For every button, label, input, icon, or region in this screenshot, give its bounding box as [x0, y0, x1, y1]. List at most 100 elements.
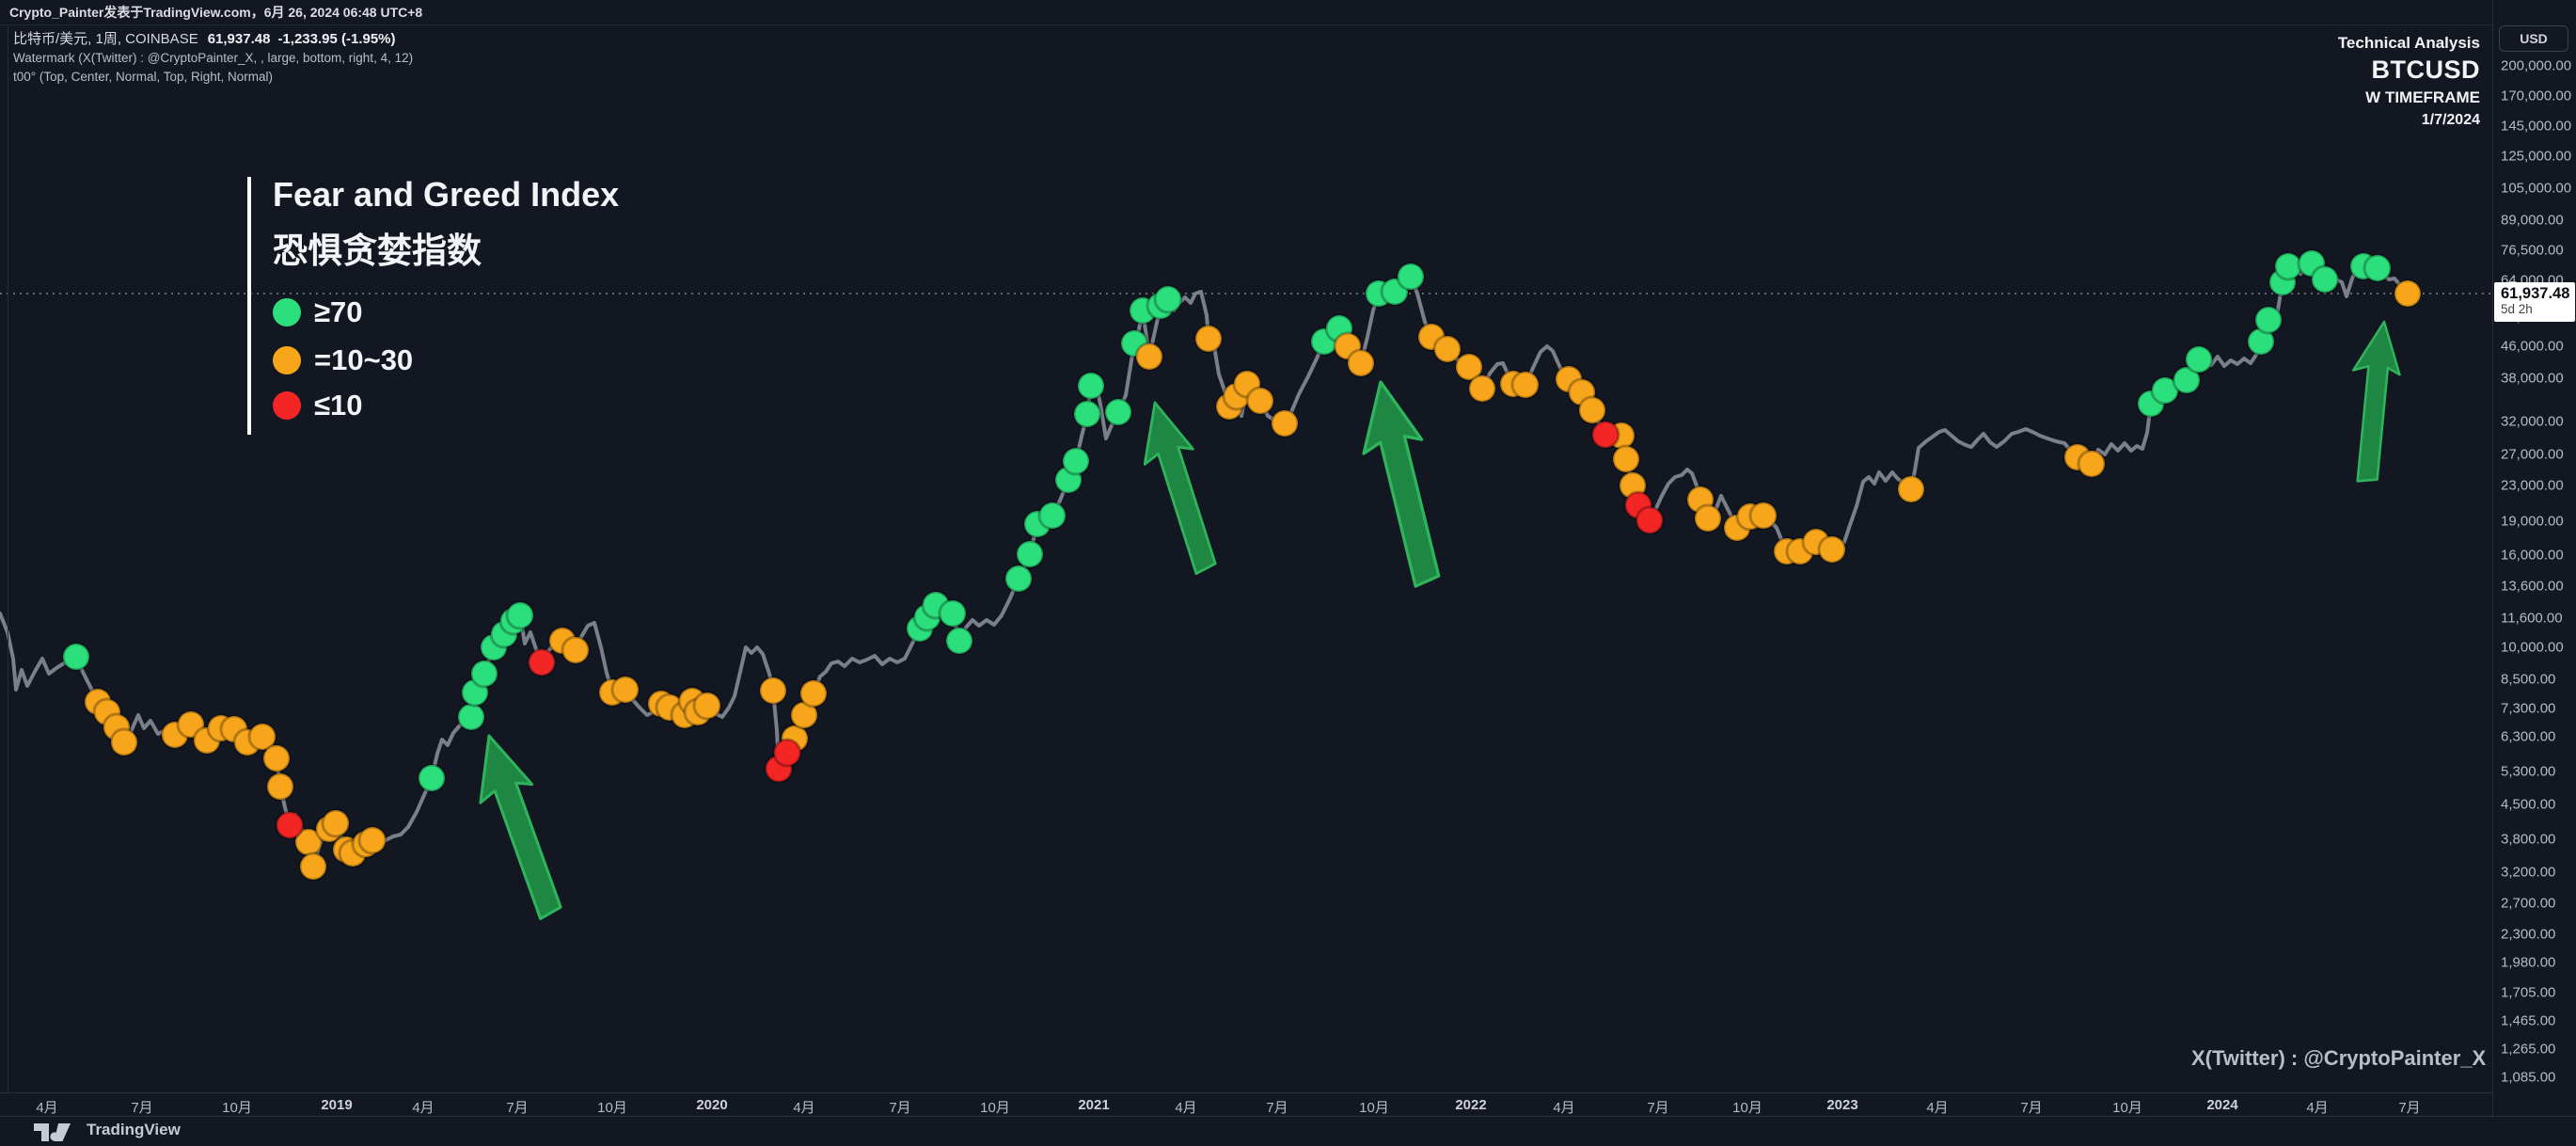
indicator-watermark-line: Watermark (X(Twitter) : @CryptoPainter_X… [13, 51, 414, 65]
fgi-dot-greed [1004, 564, 1034, 594]
currency-toggle-button[interactable]: USD [2499, 25, 2568, 52]
fgi-dot-greed [2184, 344, 2214, 374]
fgi-dot-extreme-fear [1635, 505, 1665, 535]
annotation-symbol: BTCUSD [2371, 56, 2480, 84]
tradingview-wordmark[interactable]: TradingView [87, 1121, 181, 1138]
fgi-dot-extreme-fear [1590, 420, 1620, 450]
fgi-dot-fear [1432, 334, 1462, 364]
fgi-dot-greed [1037, 501, 1067, 531]
price-tick-label: 46,000.00 [2501, 338, 2564, 355]
annotation-timeframe: W TIMEFRAME [2365, 88, 2480, 106]
publish-header-bar: Crypto_Painter发表于TradingView.com，6月 26, … [0, 0, 2576, 25]
time-tick-year: 2023 [1826, 1097, 1858, 1113]
price-scale[interactable]: USD 61,937.48 5d 2h 200,000.00 170,000.00… [2492, 0, 2576, 1116]
price-tick-label: 38,000.00 [2501, 370, 2564, 387]
price-tick-label: 2,700.00 [2501, 895, 2556, 912]
fgi-dot-fear [1467, 374, 1497, 404]
last-price-value: 61,937.48 [207, 31, 271, 47]
legend-item-extreme-fear: ≤10 [273, 389, 363, 422]
price-tick-label: 1,705.00 [2501, 984, 2556, 1001]
price-tick-label: 3,800.00 [2501, 831, 2556, 848]
price-tick-label: 13,600.00 [2501, 578, 2564, 595]
price-tick-label: 1,980.00 [2501, 954, 2556, 971]
time-tick-month: 7月 [2398, 1100, 2421, 1116]
price-tick-label: 11,600.00 [2501, 610, 2563, 627]
time-tick-month: 4月 [793, 1100, 815, 1116]
price-tick-label: 200,000.00 [2501, 57, 2572, 74]
fgi-dot-greed [2172, 365, 2202, 395]
legend-item-greed: ≥70 [273, 295, 363, 328]
fgi-dot-extreme-fear [772, 738, 802, 768]
time-tick-month: 7月 [2020, 1100, 2043, 1116]
greed-dot-icon [273, 298, 301, 326]
tradingview-footer-bar: TradingView [0, 1116, 2576, 1146]
time-tick-month: 7月 [131, 1100, 153, 1116]
fgi-dot-greed [505, 600, 535, 630]
extreme-fear-dot-icon [273, 391, 301, 420]
time-tick-month: 4月 [2306, 1100, 2329, 1116]
tradingview-logo-icon[interactable] [34, 1123, 75, 1141]
fgi-dot-greed [1015, 539, 1045, 569]
up-arrow-annotation[interactable] [464, 728, 567, 926]
technical-analysis-annotation: Technical Analysis BTCUSD W TIMEFRAME 1/… [2338, 34, 2480, 132]
fgi-dot-fear [247, 722, 277, 752]
fgi-dot-fear [265, 772, 295, 802]
price-tick-label: 2,300.00 [2501, 926, 2556, 943]
symbol-description: 比特币/美元, 1周, COINBASE [13, 31, 198, 47]
fgi-dot-fear [1134, 342, 1164, 372]
price-tick-label: 76,500.00 [2501, 242, 2564, 259]
price-tick-label: 16,000.00 [2501, 547, 2564, 564]
legend-item-label: ≤10 [314, 389, 363, 422]
price-chart-canvas[interactable] [0, 0, 2492, 1116]
fgi-dot-fear [1245, 386, 1275, 416]
price-tick-label: 4,500.00 [2501, 796, 2556, 813]
price-tick-label: 23,000.00 [2501, 477, 2564, 494]
annotation-title: Technical Analysis [2337, 34, 2480, 52]
fgi-dot-fear [798, 678, 829, 708]
price-tick-label: 5,300.00 [2501, 763, 2556, 780]
legend-title-en: Fear and Greed Index [273, 175, 620, 214]
fgi-dot-fear [1693, 503, 1723, 533]
fgi-dot-fear [1748, 501, 1778, 531]
fgi-dot-greed [1103, 397, 1133, 427]
fgi-dot-greed [1396, 262, 1426, 292]
bar-countdown: 5d 2h [2501, 302, 2533, 316]
fgi-dot-fear [692, 691, 722, 721]
fgi-dot-greed [1061, 446, 1091, 476]
time-tick-month: 4月 [36, 1100, 58, 1116]
legend-item-label: ≥70 [314, 295, 363, 328]
price-tick-label: 7,300.00 [2501, 700, 2556, 717]
legend-item-label: =10~30 [314, 343, 414, 376]
fgi-dot-greed [944, 626, 974, 656]
up-arrow-annotation[interactable] [1131, 396, 1222, 579]
time-tick-month: 10月 [980, 1100, 1010, 1116]
time-tick-year: 2021 [1078, 1097, 1110, 1113]
publish-byline: Crypto_Painter发表于TradingView.com，6月 26, … [9, 5, 423, 20]
time-tick-month: 7月 [1266, 1100, 1288, 1116]
fgi-dot-fear [321, 808, 351, 838]
fgi-dot-greed [938, 598, 968, 629]
fgi-dot-fear [1454, 352, 1484, 382]
last-price-text: 61,937.48 [2501, 285, 2570, 302]
fgi-dot-greed [456, 702, 486, 732]
up-arrow-annotation[interactable] [2335, 318, 2408, 485]
fgi-dot-fear [176, 709, 206, 740]
price-tick-label: 125,000.00 [2501, 148, 2572, 165]
up-arrow-annotation[interactable] [1352, 376, 1446, 591]
legend-title-zh: 恐惧贪婪指数 [273, 231, 482, 270]
price-tick-label: 3,200.00 [2501, 864, 2556, 881]
time-tick-year: 2022 [1455, 1097, 1487, 1113]
fgi-dot-fear [561, 635, 591, 665]
fgi-dot-greed [2363, 253, 2393, 283]
symbol-line: 比特币/美元, 1周, COINBASE 61,937.48 -1,233.95 (… [13, 29, 413, 49]
price-tick-label: 19,000.00 [2501, 513, 2564, 530]
fgi-dot-greed [417, 763, 447, 793]
indicator-settings-line: t00° (Top, Center, Normal, Top, Right, N… [13, 70, 274, 84]
fgi-dot-greed [2150, 375, 2180, 406]
fgi-dot-fear [1896, 474, 1926, 504]
time-scale[interactable]: 4月 7月 10月 2019 4月 7月 10月 2020 4月 7月 10月 2021 4月 7月 10月… [0, 1092, 2576, 1117]
fgi-dot-fear [298, 852, 328, 882]
time-tick-year: 2024 [2206, 1097, 2238, 1113]
fgi-dot-fear [1193, 324, 1224, 354]
